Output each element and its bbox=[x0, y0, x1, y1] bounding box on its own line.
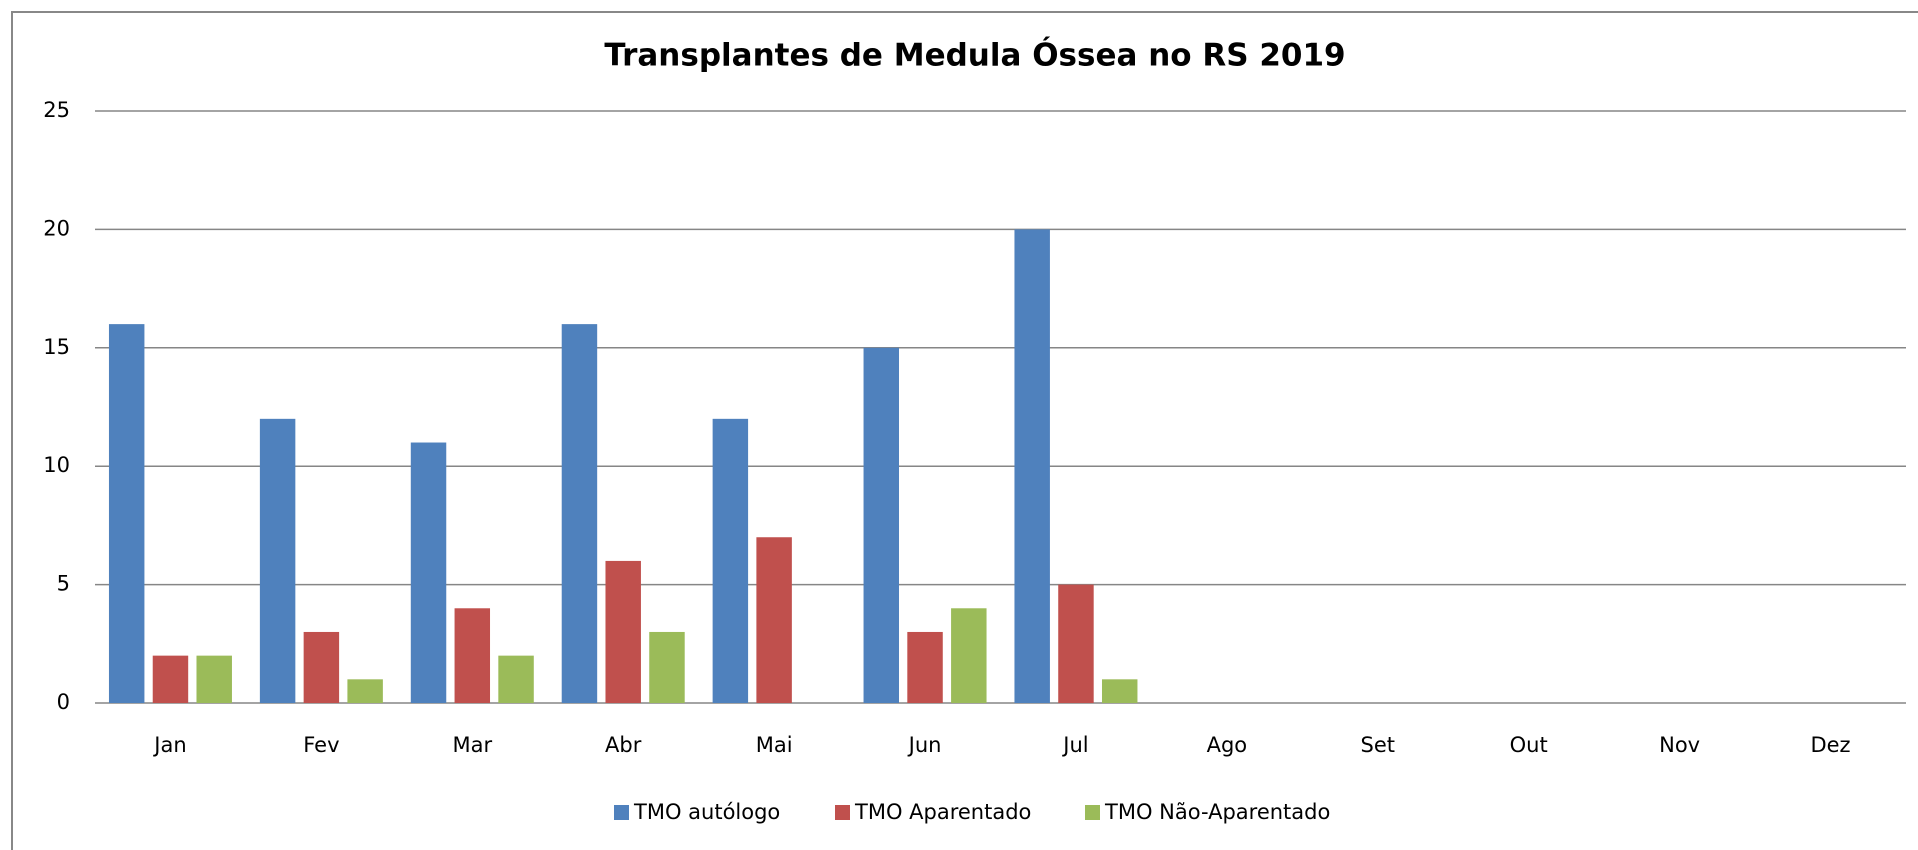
bar bbox=[454, 608, 491, 703]
bar bbox=[561, 324, 598, 703]
legend-label: TMO Aparentado bbox=[854, 800, 1031, 824]
y-tick-label: 15 bbox=[43, 335, 70, 359]
bar bbox=[347, 679, 383, 703]
legend-swatch bbox=[835, 805, 850, 820]
legend-label: TMO Não-Aparentado bbox=[1104, 800, 1330, 824]
x-tick-label: Nov bbox=[1659, 733, 1700, 757]
x-tick-label: Jul bbox=[1061, 733, 1088, 757]
x-tick-label: Mai bbox=[756, 733, 793, 757]
x-tick-label: Dez bbox=[1810, 733, 1850, 757]
bar bbox=[108, 324, 145, 703]
bar bbox=[259, 418, 296, 703]
x-tick-label: Abr bbox=[605, 733, 642, 757]
bar bbox=[605, 560, 641, 703]
bar bbox=[410, 442, 447, 703]
bar bbox=[1101, 679, 1138, 703]
bar bbox=[907, 631, 943, 703]
y-tick-label: 20 bbox=[43, 216, 70, 240]
chart-frame bbox=[11, 11, 1918, 850]
y-tick-label: 25 bbox=[43, 98, 70, 122]
y-tick-label: 5 bbox=[57, 572, 70, 596]
bar bbox=[1058, 584, 1094, 703]
bar bbox=[712, 418, 749, 703]
x-tick-label: Jan bbox=[152, 733, 186, 757]
bar bbox=[303, 631, 340, 703]
bar bbox=[196, 655, 232, 703]
y-tick-label: 0 bbox=[57, 690, 70, 714]
legend-label: TMO autólogo bbox=[633, 800, 780, 824]
bar bbox=[498, 655, 534, 703]
legend-swatch bbox=[1085, 805, 1100, 820]
x-tick-label: Jun bbox=[907, 733, 942, 757]
bar bbox=[649, 631, 685, 703]
x-tick-label: Mar bbox=[452, 733, 492, 757]
x-tick-label: Out bbox=[1510, 733, 1548, 757]
bar bbox=[1014, 229, 1050, 703]
y-tick-label: 10 bbox=[43, 453, 70, 477]
x-tick-label: Set bbox=[1361, 733, 1395, 757]
x-tick-label: Ago bbox=[1207, 733, 1248, 757]
x-tick-label: Fev bbox=[303, 733, 339, 757]
bar bbox=[756, 537, 792, 703]
legend-swatch bbox=[614, 805, 629, 820]
bar bbox=[863, 347, 900, 703]
bar bbox=[951, 608, 987, 703]
bar bbox=[152, 655, 189, 703]
chart-title: Transplantes de Medula Óssea no RS 2019 bbox=[604, 37, 1345, 74]
